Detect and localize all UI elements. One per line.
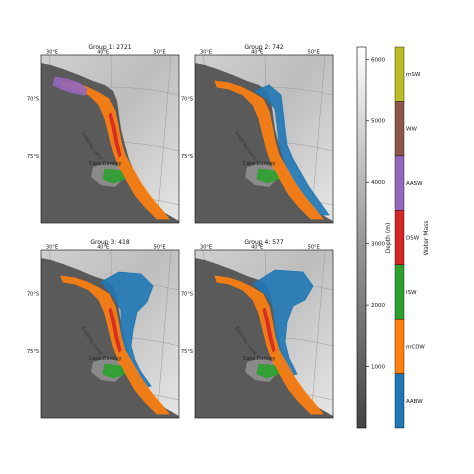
water-mass-box-ww bbox=[394, 101, 405, 157]
lon-tick-label: 50°E bbox=[308, 245, 320, 251]
lon-tick-label: 40°E bbox=[251, 245, 263, 251]
lat-tick-label: 75°S bbox=[181, 154, 193, 160]
water-mass-isw bbox=[256, 168, 280, 184]
panel-title: Group 3: 418 bbox=[90, 239, 130, 246]
lon-tick-label: 30°E bbox=[46, 245, 58, 251]
place-label-cape-darnley: Cape Darnley bbox=[243, 161, 276, 167]
water-mass-aabw bbox=[252, 269, 314, 377]
lon-tick-label: 40°E bbox=[251, 50, 263, 56]
panel-title: Group 2: 742 bbox=[244, 44, 284, 51]
depth-tick-label: 5000 bbox=[371, 119, 385, 125]
depth-colorbar-gradient bbox=[356, 46, 367, 429]
meridian-line bbox=[310, 250, 326, 418]
lon-tick-label: 30°E bbox=[46, 50, 58, 56]
depth-tick-label: 3000 bbox=[371, 242, 385, 248]
lon-tick-label: 50°E bbox=[154, 50, 166, 56]
water-mass-dsw bbox=[108, 112, 122, 158]
water-mass-mcdw bbox=[60, 80, 170, 220]
land bbox=[41, 63, 179, 223]
lon-tick-label: 50°E bbox=[308, 50, 320, 56]
water-mass-colorbar-label: Water Mass bbox=[423, 221, 430, 256]
place-label-cape-darnley: Cape Darnley bbox=[89, 356, 122, 362]
land bbox=[195, 63, 333, 223]
water-mass-label: mSW bbox=[406, 72, 421, 78]
water-mass-label: AASW bbox=[406, 181, 423, 187]
water-mass-label: ISW bbox=[406, 290, 417, 296]
land bbox=[41, 258, 179, 418]
place-label-cape-darnley: Cape Darnley bbox=[89, 161, 122, 167]
land bbox=[195, 258, 333, 418]
lon-tick-label: 30°E bbox=[200, 50, 212, 56]
panel-frame bbox=[40, 54, 180, 224]
water-mass-label: mCDW bbox=[406, 344, 425, 350]
panel-frame bbox=[194, 249, 334, 419]
water-mass-box-mcdw bbox=[394, 318, 405, 374]
depth-colorbar: 1000 2000 3000 4000 5000 6000 Depth (m) bbox=[356, 46, 392, 429]
water-mass-box-isw bbox=[394, 264, 405, 320]
depth-tick-label: 2000 bbox=[371, 303, 385, 309]
place-label-cape-darnley: Cape Darnley bbox=[243, 356, 276, 362]
lon-tick-label: 40°E bbox=[97, 50, 109, 56]
lat-tick-label: 75°S bbox=[181, 349, 193, 355]
water-mass-label: DSW bbox=[406, 236, 420, 242]
water-mass-aabw bbox=[100, 271, 154, 389]
water-mass-dsw bbox=[262, 307, 276, 353]
water-mass-mcdw bbox=[214, 80, 324, 220]
water-mass-dsw bbox=[108, 307, 122, 353]
water-mass-isw bbox=[102, 363, 126, 379]
water-mass-box-msw bbox=[394, 46, 405, 102]
water-mass-mcdw bbox=[214, 275, 324, 415]
lat-tick-label: 70°S bbox=[181, 292, 193, 298]
panel-frame bbox=[40, 249, 180, 419]
water-mass-isw bbox=[256, 363, 280, 379]
meridian-line bbox=[156, 55, 172, 223]
water-mass-box-aabw bbox=[394, 373, 405, 429]
lon-tick-label: 30°E bbox=[200, 245, 212, 251]
water-mass-mcdw bbox=[60, 275, 170, 415]
lat-tick-label: 75°S bbox=[27, 154, 39, 160]
lat-tick-label: 75°S bbox=[27, 349, 39, 355]
panel-title: Group 1: 2721 bbox=[88, 44, 131, 51]
panel-title: Group 4: 577 bbox=[244, 239, 284, 246]
lat-tick-label: 70°S bbox=[27, 97, 39, 103]
depth-colorbar-label: Depth (m) bbox=[385, 223, 392, 254]
lon-tick-label: 40°E bbox=[97, 245, 109, 251]
lat-tick-label: 70°S bbox=[27, 292, 39, 298]
water-mass-box-aasw bbox=[394, 155, 405, 211]
lon-tick-label: 50°E bbox=[154, 245, 166, 251]
meridian-line bbox=[156, 250, 172, 418]
water-mass-isw bbox=[102, 168, 126, 184]
depth-tick-label: 4000 bbox=[371, 180, 385, 186]
depth-tick-label: 6000 bbox=[371, 57, 385, 63]
water-mass-aabw bbox=[254, 84, 330, 216]
lat-tick-label: 70°S bbox=[181, 97, 193, 103]
panel-frame bbox=[194, 54, 334, 224]
water-mass-label: WW bbox=[406, 127, 417, 133]
water-mass-aasw bbox=[52, 76, 88, 96]
depth-tick-label: 1000 bbox=[371, 365, 385, 371]
water-mass-colorbar: AABW mCDW ISW DSW AASW WW mSW Water Mass bbox=[394, 46, 430, 429]
water-mass-box-dsw bbox=[394, 210, 405, 265]
water-mass-label: AABW bbox=[406, 399, 423, 405]
